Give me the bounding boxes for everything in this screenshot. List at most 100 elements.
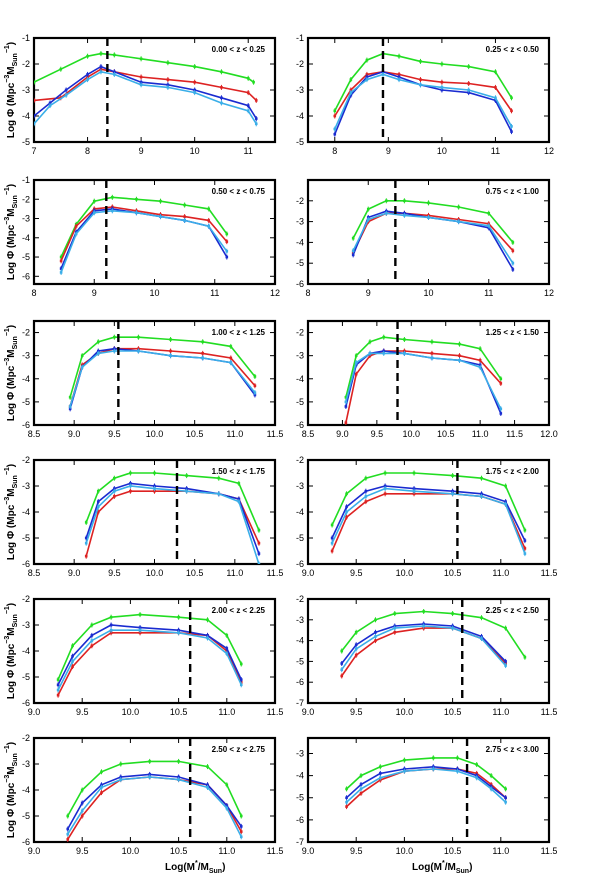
x-tick-label: 10 <box>190 146 200 156</box>
y-tick-label: -2 <box>296 594 304 604</box>
data-point-cyan <box>225 806 229 810</box>
data-point-green <box>185 474 188 477</box>
redshift-range-label: 1.75 < z < 2.00 <box>486 467 540 476</box>
data-point-green <box>257 528 261 532</box>
data-point-green <box>253 375 257 378</box>
x-tick-label: 9.5 <box>350 846 363 856</box>
data-point-blue <box>412 487 416 490</box>
data-point-blue <box>383 484 387 488</box>
y-tick-label: -7 <box>296 698 304 708</box>
data-point-blue <box>193 88 196 92</box>
data-point-red <box>166 78 170 81</box>
data-point-green <box>412 471 416 475</box>
data-point-cyan <box>368 352 372 355</box>
data-point-red <box>80 814 84 818</box>
y-tick-label: -3 <box>22 481 30 491</box>
data-point-red <box>239 830 243 833</box>
series-line-cyan <box>352 212 514 264</box>
data-point-cyan <box>74 232 78 236</box>
y-axis-label: Log Φ (Mpc−3MSun−1) <box>4 325 19 421</box>
x-tick-label: 11.0 <box>218 707 235 717</box>
data-point-cyan <box>440 86 444 89</box>
data-point-red <box>139 75 143 79</box>
x-tick-label: 9.0 <box>28 846 41 856</box>
data-point-green <box>71 644 74 648</box>
y-tick-label: -5 <box>22 811 30 821</box>
data-point-blue <box>48 101 52 105</box>
x-tick-label: 12 <box>544 146 554 156</box>
data-point-cyan <box>504 800 507 804</box>
x-tick-label: 10.0 <box>122 846 140 856</box>
data-point-cyan <box>366 218 370 221</box>
data-point-cyan <box>381 73 385 76</box>
data-point-red <box>365 73 369 76</box>
data-point-green <box>467 65 470 68</box>
y-tick-label: -2 <box>22 594 30 604</box>
data-point-cyan <box>374 635 377 638</box>
data-point-cyan <box>96 352 100 355</box>
data-point-cyan <box>229 361 233 364</box>
y-tick-label: -3 <box>296 481 304 491</box>
data-point-green <box>419 60 422 63</box>
data-point-green <box>379 765 382 769</box>
y-tick-label: -2 <box>296 59 304 69</box>
data-point-blue <box>66 827 70 831</box>
data-point-green <box>153 471 156 475</box>
data-point-green <box>354 354 358 357</box>
panel-frame <box>306 597 551 705</box>
series-group <box>66 758 243 842</box>
series-group <box>333 51 513 137</box>
data-point-cyan <box>451 626 454 630</box>
x-tick-label: 9.5 <box>350 568 363 578</box>
x-tick-label: 10.5 <box>186 568 204 578</box>
data-point-red <box>354 653 358 657</box>
y-tick-label: -2 <box>296 328 304 338</box>
data-point-green <box>345 492 348 496</box>
panel-7: 8.5 9.0 9.5 10.0 10.5 11.0 11.5 -6 -5 -4 -3 -2 1.50 … <box>4 455 283 578</box>
data-point-blue <box>397 75 401 79</box>
x-tick-label: 9.5 <box>76 846 89 856</box>
data-point-cyan <box>225 249 229 253</box>
data-point-cyan <box>193 91 196 94</box>
data-point-cyan <box>333 127 337 131</box>
data-point-red <box>364 500 368 503</box>
data-point-red <box>257 541 261 545</box>
data-point-cyan <box>359 787 363 791</box>
y-tick-label: -5 <box>296 793 304 803</box>
data-point-green <box>432 756 435 760</box>
data-point-blue <box>71 654 74 658</box>
panel-12: 9.0 9.5 10.0 10.5 11.0 11.5 -7 -6 -5 -4 -3 2.75 < z… <box>296 736 557 856</box>
data-point-cyan <box>99 70 103 74</box>
data-point-green <box>351 236 355 240</box>
data-point-red <box>66 838 70 841</box>
data-point-green <box>148 760 151 763</box>
y-tick-label: -5 <box>296 258 304 268</box>
data-point-cyan <box>113 349 116 353</box>
data-point-blue <box>185 487 188 490</box>
x-tick-label: 12 <box>544 288 554 298</box>
data-point-green <box>119 762 123 766</box>
data-point-green <box>511 241 515 244</box>
data-point-cyan <box>109 628 113 632</box>
data-point-red <box>494 86 497 89</box>
panel-frame <box>306 319 551 427</box>
data-point-blue <box>480 492 483 496</box>
data-point-cyan <box>237 500 241 503</box>
y-tick-label: -6 <box>22 420 30 430</box>
data-point-green <box>499 377 503 381</box>
data-point-red <box>246 91 250 94</box>
data-point-red <box>344 421 348 424</box>
data-point-blue <box>84 536 88 540</box>
y-tick-label: -7 <box>296 837 304 847</box>
y-tick-label: -5 <box>22 397 30 407</box>
data-point-blue <box>344 405 348 408</box>
data-point-red <box>86 75 89 79</box>
data-point-red <box>90 644 94 648</box>
data-point-red <box>113 495 116 498</box>
data-point-green <box>177 760 180 763</box>
data-point-green <box>129 471 132 475</box>
data-point-red <box>129 489 132 493</box>
y-tick-label: -4 <box>22 785 30 795</box>
data-point-green <box>403 199 406 203</box>
